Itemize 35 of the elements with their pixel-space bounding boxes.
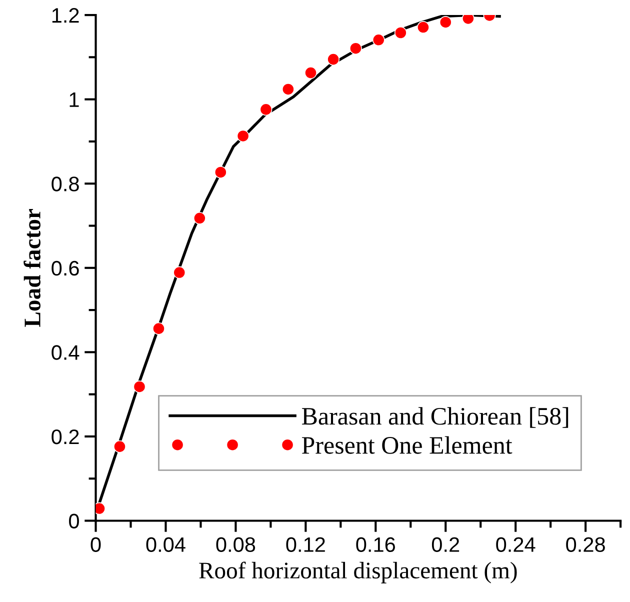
point <box>349 42 362 55</box>
x-tick-label: 0.04 <box>146 537 186 552</box>
point <box>417 21 430 34</box>
point <box>372 34 385 46</box>
point <box>214 166 227 178</box>
x-tick-label: 0.12 <box>286 537 325 552</box>
point <box>260 103 272 116</box>
x-tick-label: 0.08 <box>216 537 256 552</box>
y-tick-label: 0.8 <box>52 176 79 192</box>
x-tick-label: 0 <box>90 537 101 552</box>
y-tick-label: 0.6 <box>52 260 79 276</box>
y-tick-label: 1 <box>70 92 79 107</box>
x-tick-label: 0.24 <box>496 537 536 552</box>
point <box>327 53 340 66</box>
y-tick-label: 0.2 <box>52 429 79 444</box>
y-tick-label: 1.2 <box>52 8 79 23</box>
y-axis-title: Load factor <box>24 209 40 327</box>
x-tick-label: 0.16 <box>356 537 396 552</box>
x-tick-label: 0.28 <box>566 537 605 552</box>
point <box>173 266 186 279</box>
y-tick-label: 0.4 <box>52 345 80 360</box>
x-tick-label: 0.2 <box>432 537 460 552</box>
x-axis-title: Roof horizontal displacement (m) <box>199 562 517 584</box>
point <box>236 130 250 142</box>
legend-label: Present One Element <box>302 436 512 454</box>
point <box>394 26 407 39</box>
point <box>439 16 452 28</box>
legend-label: Barasan and Chiorean [58] <box>302 407 568 428</box>
point <box>152 322 165 335</box>
y-tick-label: 0 <box>69 514 79 528</box>
point <box>193 212 206 224</box>
point <box>282 82 294 96</box>
point <box>133 380 146 393</box>
point <box>113 440 126 453</box>
point <box>304 66 317 80</box>
